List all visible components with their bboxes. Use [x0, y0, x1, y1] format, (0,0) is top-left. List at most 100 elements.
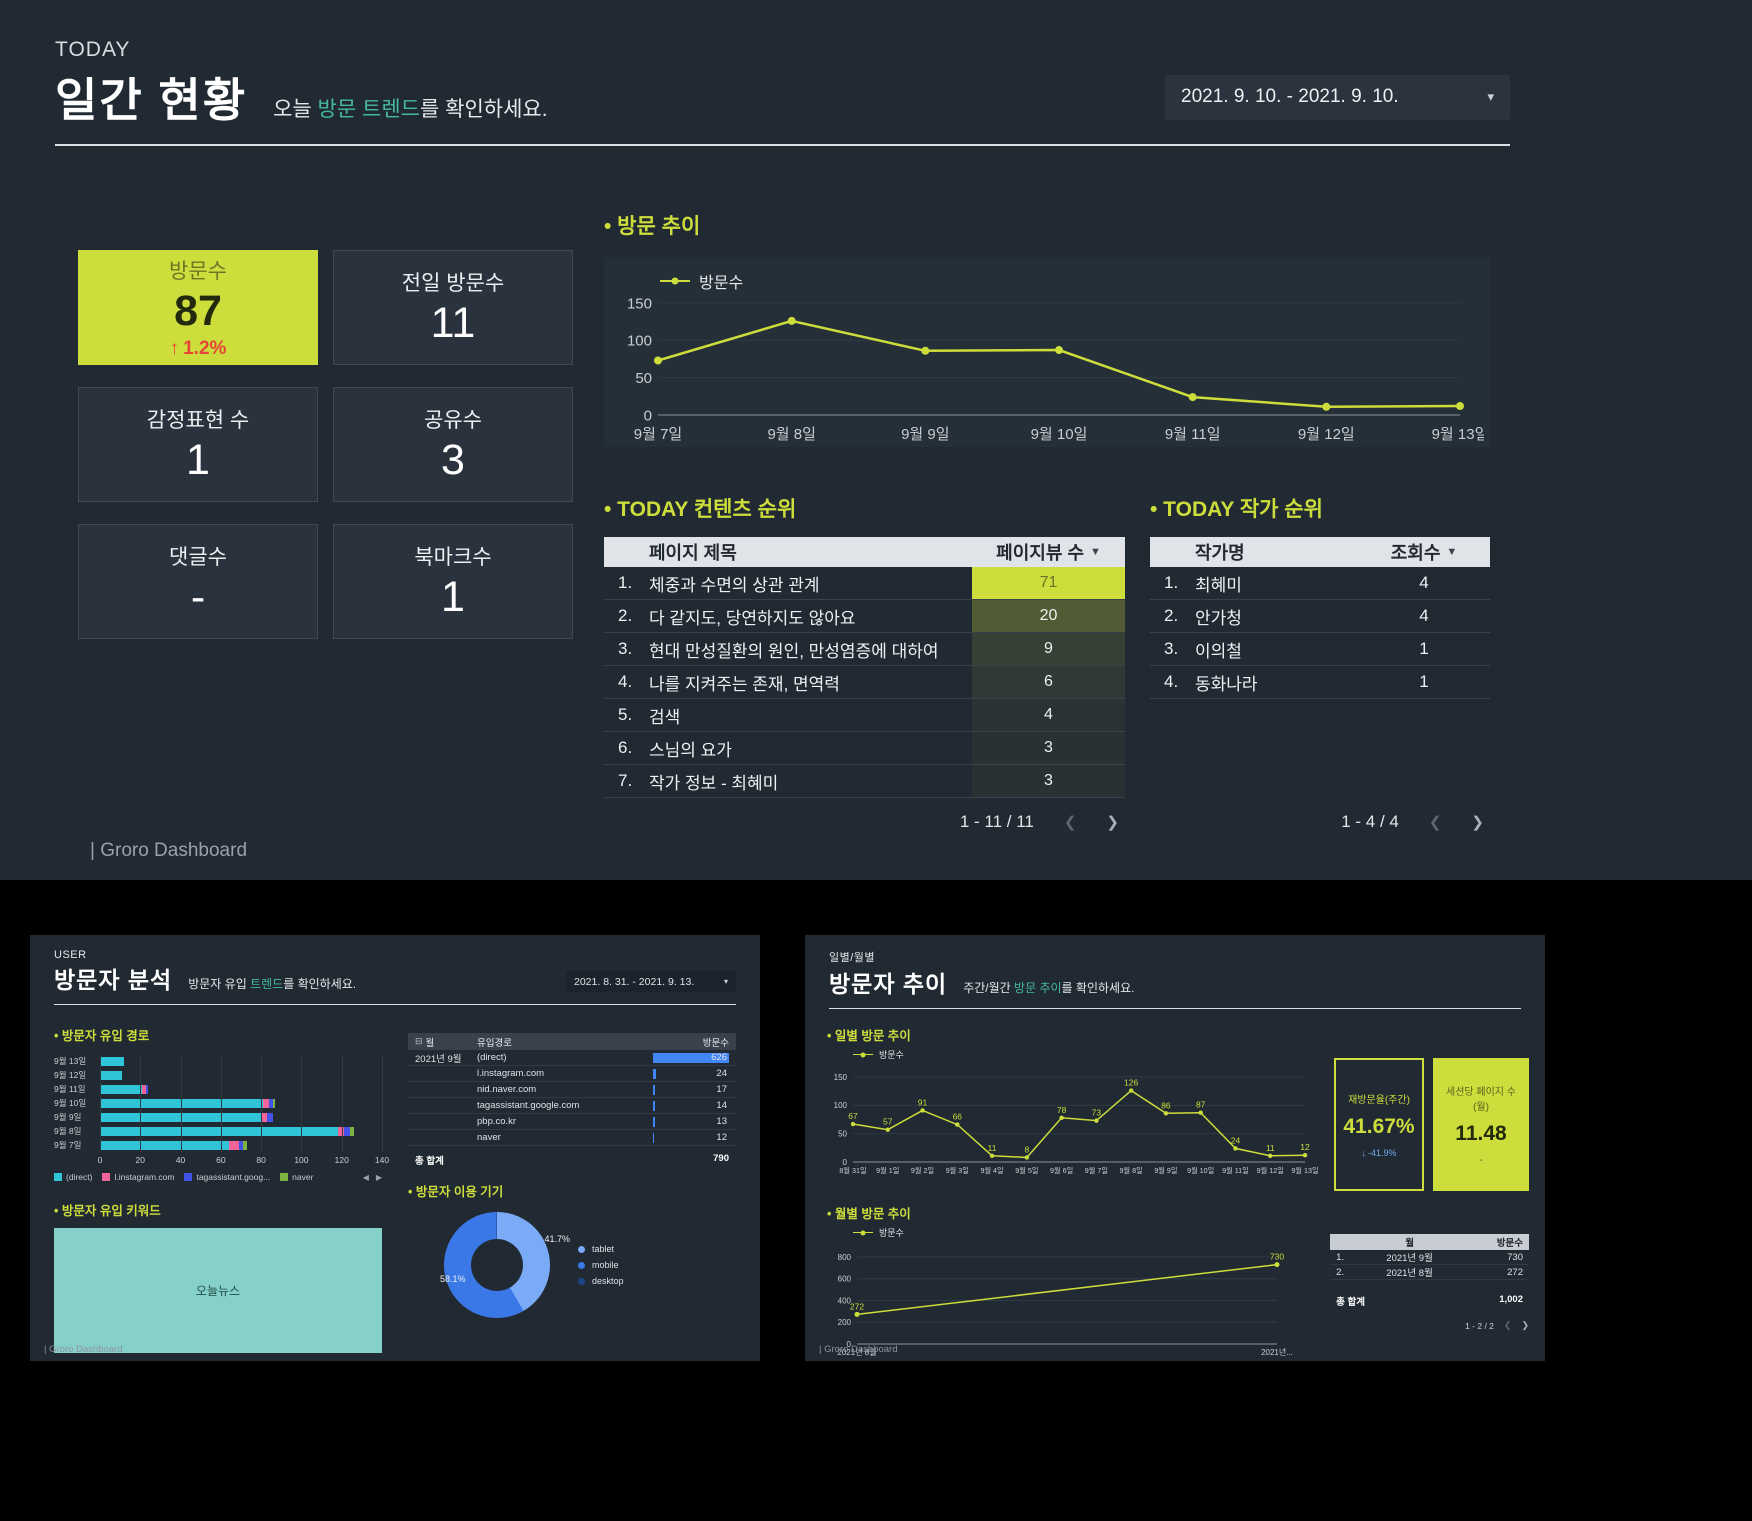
svg-text:66: 66 — [953, 1112, 963, 1122]
date-range-picker[interactable]: 2021. 9. 10. - 2021. 9. 10. ▾ — [1165, 74, 1510, 120]
table-header: 페이지 제목 페이지뷰 수 ▼ — [604, 537, 1125, 567]
table-row[interactable]: 2. 2021년 8월 272 — [1330, 1265, 1529, 1280]
table-row[interactable]: 4. 동화나라 1 — [1150, 666, 1490, 699]
table-row[interactable]: pbp.co.kr 13 — [408, 1114, 736, 1130]
page-title-header[interactable]: 페이지 제목 — [649, 543, 737, 563]
visits-cell: 13 — [653, 1114, 729, 1129]
table-row[interactable]: 1. 2021년 9월 730 — [1330, 1250, 1529, 1265]
stat-card[interactable]: 북마크수 1 — [333, 524, 573, 639]
month-header[interactable]: 월 — [1405, 1238, 1414, 1249]
legend-item[interactable]: l.instagram.com — [102, 1172, 174, 1182]
table-row[interactable]: 2. 다 같지도, 당연하지도 않아요 20 — [604, 600, 1125, 633]
svg-text:9월 9일: 9월 9일 — [1154, 1166, 1177, 1175]
visits-value: 13 — [716, 1116, 727, 1127]
revisit-rate-card[interactable]: 재방문율(주간) 41.67% ↓ -41.9% — [1334, 1058, 1424, 1191]
table-row[interactable]: 6. 스님의 요가 3 — [604, 732, 1125, 765]
sort-desc-icon[interactable]: ▼ — [1446, 546, 1458, 558]
date-range-value: 2021. 9. 10. - 2021. 9. 10. — [1181, 86, 1399, 107]
table-row[interactable]: 2. 안가청 4 — [1150, 600, 1490, 633]
visits-header[interactable]: 방문수 — [702, 1037, 729, 1049]
table-row[interactable]: 3. 현대 만성질환의 원인, 만성염증에 대하여 9 — [604, 633, 1125, 666]
chevron-right-icon[interactable]: ❯ — [1106, 814, 1119, 831]
panel-header: USER 방문자 분석 방문자 유입 트렌드를 확인하세요. 2021. 8. … — [30, 935, 760, 995]
legend-item[interactable]: naver — [280, 1172, 313, 1182]
chevron-left-icon[interactable]: ❮ — [1428, 814, 1442, 831]
visits-header[interactable]: 방문수 — [1496, 1238, 1523, 1249]
panel-header: 일별/월별 방문자 추이 주간/월간 방문 추이를 확인하세요. — [805, 935, 1545, 999]
chevron-left-icon[interactable]: ❮ — [1063, 814, 1077, 831]
bar-row[interactable] — [100, 1138, 382, 1152]
table-row[interactable]: 3. 이의철 1 — [1150, 633, 1490, 666]
bar-row[interactable] — [100, 1068, 382, 1082]
pages-per-session-card[interactable]: 세션당 페이지 수(월) 11.48 - — [1433, 1058, 1529, 1191]
rank-cell: 4. — [1164, 672, 1179, 691]
legend-item[interactable]: mobile — [578, 1260, 624, 1270]
table-header: 작가명 조회수 ▼ — [1150, 537, 1490, 567]
delta-value: -41.9% — [1367, 1148, 1397, 1158]
table-row[interactable]: 7. 작가 정보 - 최혜미 3 — [604, 765, 1125, 798]
title-row: 방문자 분석 방문자 유입 트렌드를 확인하세요. — [54, 961, 736, 995]
source-cell: naver — [477, 1132, 501, 1143]
table-row[interactable]: l.instagram.com 24 — [408, 1066, 736, 1082]
table-row[interactable]: 2021년 9월 (direct) 626 — [408, 1050, 736, 1066]
legend-line-icon — [853, 1231, 873, 1234]
date-range-picker[interactable]: 2021. 8. 31. - 2021. 9. 13. ▾ — [566, 971, 736, 992]
bar-row[interactable] — [100, 1124, 382, 1138]
table-row[interactable]: 1. 최혜미 4 — [1150, 567, 1490, 600]
legend-line-icon — [660, 280, 690, 282]
collapse-icon[interactable]: ⊟ — [415, 1036, 423, 1046]
stat-card[interactable]: 댓글수 - — [78, 524, 318, 639]
author-name-header[interactable]: 작가명 — [1195, 543, 1245, 563]
legend-label[interactable]: 방문수 — [879, 1050, 904, 1060]
table-row[interactable]: 4. 나를 지켜주는 존재, 면역력 6 — [604, 666, 1125, 699]
daily-trend-title: • 일별 방문 추이 — [827, 1029, 911, 1043]
table-row[interactable]: tagassistant.google.com 14 — [408, 1098, 736, 1114]
rank-cell: 3. — [1164, 639, 1179, 658]
source-header[interactable]: 유입경로 — [477, 1037, 512, 1049]
legend-item[interactable]: tagassistant.goog... — [184, 1172, 270, 1182]
legend-item[interactable]: tablet — [578, 1244, 624, 1254]
pageviews-header[interactable]: 페이지뷰 수 ▼ — [972, 539, 1125, 565]
bar-row[interactable] — [100, 1054, 382, 1068]
subtitle-highlight: 방문 추이 — [1014, 981, 1062, 995]
stat-card[interactable]: 공유수 3 — [333, 387, 573, 502]
keyword-cloud: 오늘뉴스 — [54, 1228, 382, 1353]
table-row[interactable]: nid.naver.com 17 — [408, 1082, 736, 1098]
legend-item[interactable]: desktop — [578, 1276, 624, 1286]
x-tick-label: 0 — [97, 1155, 103, 1165]
chevron-right-icon[interactable]: ❯ — [1521, 1320, 1529, 1330]
stat-card[interactable]: 감정표현 수 1 — [78, 387, 318, 502]
month-cell: 2021년 9월 — [1386, 1253, 1433, 1264]
keyword-word[interactable]: 오늘뉴스 — [195, 1284, 241, 1298]
table-row[interactable]: naver 12 — [408, 1130, 736, 1146]
rank-cell: 1. — [1336, 1251, 1345, 1263]
svg-text:9월 13일: 9월 13일 — [1291, 1166, 1318, 1175]
bar-row[interactable] — [100, 1096, 382, 1110]
monthly-table-body: 1. 2021년 9월 730 2. 2021년 8월 272 — [1330, 1250, 1529, 1280]
table-row[interactable]: 1. 체중과 수면의 상관 관계 71 — [604, 567, 1125, 600]
svg-text:2021년...: 2021년... — [1261, 1347, 1293, 1357]
rank-cell: 1. — [618, 573, 633, 592]
legend-item[interactable]: (direct) — [54, 1172, 92, 1182]
daily-row: 방문수 0 50 100 150 67 57 91 66 11 8 78 73 126 86 87 24 11 1… — [827, 1048, 1529, 1191]
chevron-left-icon[interactable]: ❮ — [1503, 1320, 1512, 1330]
bar-row[interactable] — [100, 1082, 382, 1096]
stat-card[interactable]: 전일 방문수 11 — [333, 250, 573, 365]
stat-card[interactable]: 방문수 87 ↑ 1.2% — [78, 250, 318, 365]
svg-text:9월 9일: 9월 9일 — [901, 426, 949, 443]
left-column: • 방문자 유입 경로 9월 13일 9월 12일 9월 11일 9월 10일 9월 9… — [54, 1013, 389, 1353]
header-divider — [55, 144, 1510, 146]
legend-label[interactable]: 방문수 — [879, 1228, 904, 1238]
views-header[interactable]: 조회수 ▼ — [1358, 539, 1490, 565]
pageviews-header-label: 페이지뷰 수 — [996, 543, 1084, 563]
subtitle-highlight: 트렌드 — [250, 977, 284, 991]
table-row[interactable]: 5. 검색 4 — [604, 699, 1125, 732]
legend-label[interactable]: 방문수 — [699, 275, 744, 292]
legend-next-icon[interactable]: ▶ — [375, 1172, 382, 1182]
chevron-right-icon[interactable]: ❯ — [1471, 814, 1484, 831]
legend-swatch-icon — [280, 1173, 289, 1181]
rank-cell: 3. — [618, 639, 633, 658]
legend-prev-icon[interactable]: ◀ — [362, 1172, 369, 1182]
svg-text:9월 7일: 9월 7일 — [1085, 1166, 1108, 1175]
sort-desc-icon[interactable]: ▼ — [1089, 546, 1101, 558]
